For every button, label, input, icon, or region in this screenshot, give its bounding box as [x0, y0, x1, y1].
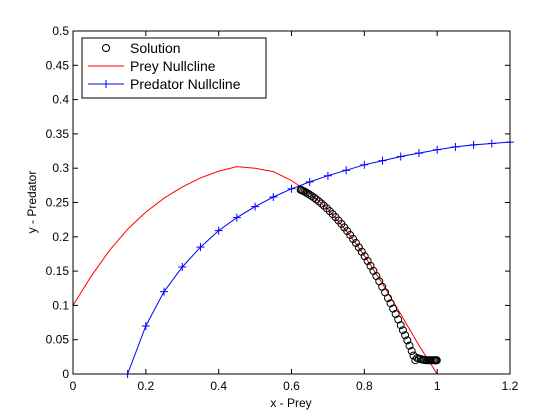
solution-point-23 [351, 239, 360, 248]
predator-nullcline-marker-10 [305, 177, 314, 186]
solution-point-40 [398, 326, 407, 335]
solution-point-21 [346, 230, 355, 239]
predator-nullcline-marker-2 [160, 287, 169, 296]
x-tick-label-0p8: 0.8 [356, 379, 373, 393]
legend-symbol-solution [102, 44, 110, 52]
solution-point-12 [319, 201, 328, 210]
ticks-layer: 0 0.2 0.4 0.6 0.8 1 1.2 0 0.05 0.1 0.15 0.2 0.25 0.3 0… [46, 24, 519, 393]
y-tick-label-0p4: 0.4 [52, 93, 69, 107]
legend-symbol-predator-nullcline-marker [102, 80, 110, 88]
predator-nullcline-marker-18 [451, 142, 460, 151]
y-tick-label-0p25: 0.25 [46, 196, 70, 210]
legend-box [81, 37, 267, 99]
y-tick-label-0p1: 0.1 [52, 298, 69, 312]
x-axis-label: x - Prey [270, 396, 311, 410]
solution-point-5 [303, 189, 312, 198]
predator-nullcline-marker-19 [469, 140, 478, 149]
predator-nullcline-marker-3 [178, 262, 187, 271]
predator-nullcline-line [127, 141, 510, 374]
legend-label-predator-nullcline: Predator Nullcline [130, 76, 241, 92]
solution-point-44 [407, 347, 416, 356]
y-tick-label-0p35: 0.35 [46, 127, 70, 141]
solution-point-34 [384, 294, 393, 303]
legend: Solution Prey Nullcline Predator Nullcli… [81, 37, 267, 99]
predator-nullcline-marker-5 [214, 226, 223, 235]
predator-nullcline-marker-13 [360, 160, 369, 169]
y-tick-label-0p05: 0.05 [46, 333, 70, 347]
prey-nullcline-line [73, 166, 438, 374]
y-tick-label-0p5: 0.5 [52, 24, 69, 38]
solution-point-39 [396, 321, 405, 330]
solution-point-14 [325, 207, 334, 216]
solution-point-42 [403, 336, 412, 345]
y-axis-label: y - Predator [25, 171, 39, 234]
x-tick-label-0p6: 0.6 [283, 379, 300, 393]
solution-point-43 [405, 341, 414, 350]
legend-symbols [88, 44, 124, 88]
y-tick-label-0p3: 0.3 [52, 161, 69, 175]
predator-nullcline-marker-9 [287, 184, 296, 193]
y-tick-label-0p15: 0.15 [46, 264, 70, 278]
solution-point-61 [432, 356, 441, 365]
solution-point-9 [312, 195, 321, 204]
predator-nullcline-marker-7 [251, 202, 260, 211]
legend-label-prey-nullcline: Prey Nullcline [130, 58, 216, 74]
predator-nullcline-marker-8 [269, 193, 278, 202]
x-tick-label-0p2: 0.2 [137, 379, 154, 393]
solution-point-24 [354, 243, 363, 252]
predator-nullcline-marker-4 [196, 243, 205, 252]
legend-label-solution: Solution [130, 40, 181, 56]
x-tick-label-0p4: 0.4 [210, 379, 227, 393]
predator-nullcline-marker-20 [487, 139, 496, 148]
y-tick-label-0p45: 0.45 [46, 58, 70, 72]
x-tick-label-1p2: 1.2 [502, 379, 519, 393]
predator-nullcline-marker-6 [232, 213, 241, 222]
y-tick-label-0p2: 0.2 [52, 230, 69, 244]
solution-point-35 [386, 299, 395, 308]
predator-nullcline-marker-12 [342, 166, 351, 175]
predator-nullcline-marker-15 [396, 152, 405, 161]
predator-nullcline-marker-11 [323, 171, 332, 180]
y-tick-label-0: 0 [62, 367, 69, 381]
solution-point-10 [314, 197, 323, 206]
solution-point-41 [401, 331, 410, 340]
predator-nullcline-marker-16 [414, 149, 423, 158]
solution-point-11 [317, 199, 326, 208]
series-layer [73, 138, 514, 378]
x-tick-label-0: 0 [70, 379, 77, 393]
predator-nullcline-marker-1 [141, 321, 150, 330]
solution-point-13 [322, 204, 331, 213]
solution-point-22 [349, 234, 358, 243]
x-tick-label-1: 1 [434, 379, 441, 393]
predator-nullcline-marker-17 [433, 145, 442, 154]
predator-nullcline-marker-14 [378, 156, 387, 165]
